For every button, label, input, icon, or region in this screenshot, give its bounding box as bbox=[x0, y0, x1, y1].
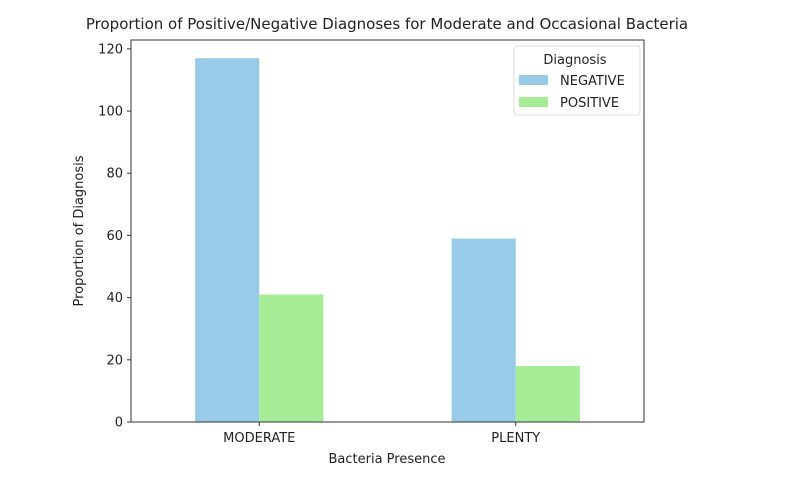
y-tick-label: 0 bbox=[115, 416, 123, 431]
chart-title: Proportion of Positive/Negative Diagnose… bbox=[86, 15, 688, 33]
y-tick-label: 40 bbox=[106, 291, 123, 306]
legend-swatch-positive bbox=[519, 97, 548, 107]
x-tick-label: MODERATE bbox=[223, 431, 295, 446]
x-axis-label: Bacteria Presence bbox=[328, 452, 445, 467]
legend: Diagnosis NEGATIVE POSITIVE bbox=[513, 45, 641, 116]
bar-negative-moderate bbox=[195, 58, 260, 422]
bar-negative-plenty bbox=[451, 238, 516, 422]
y-tick-label: 120 bbox=[98, 42, 123, 57]
y-tick-label: 20 bbox=[106, 353, 123, 368]
y-tick-label: 100 bbox=[98, 105, 123, 120]
legend-title: Diagnosis bbox=[543, 53, 606, 68]
plot-frame bbox=[130, 39, 645, 423]
legend-label-positive: POSITIVE bbox=[560, 96, 619, 111]
y-tick-label: 80 bbox=[106, 167, 123, 182]
y-axis-label: Proportion of Diagnosis bbox=[72, 155, 87, 306]
legend-swatch-negative bbox=[519, 75, 548, 85]
bar-positive-plenty bbox=[515, 366, 580, 422]
legend-label-negative: NEGATIVE bbox=[560, 74, 625, 89]
y-tick-label: 60 bbox=[106, 229, 123, 244]
bar-positive-moderate bbox=[259, 294, 324, 422]
x-tick-label: PLENTY bbox=[491, 431, 540, 446]
